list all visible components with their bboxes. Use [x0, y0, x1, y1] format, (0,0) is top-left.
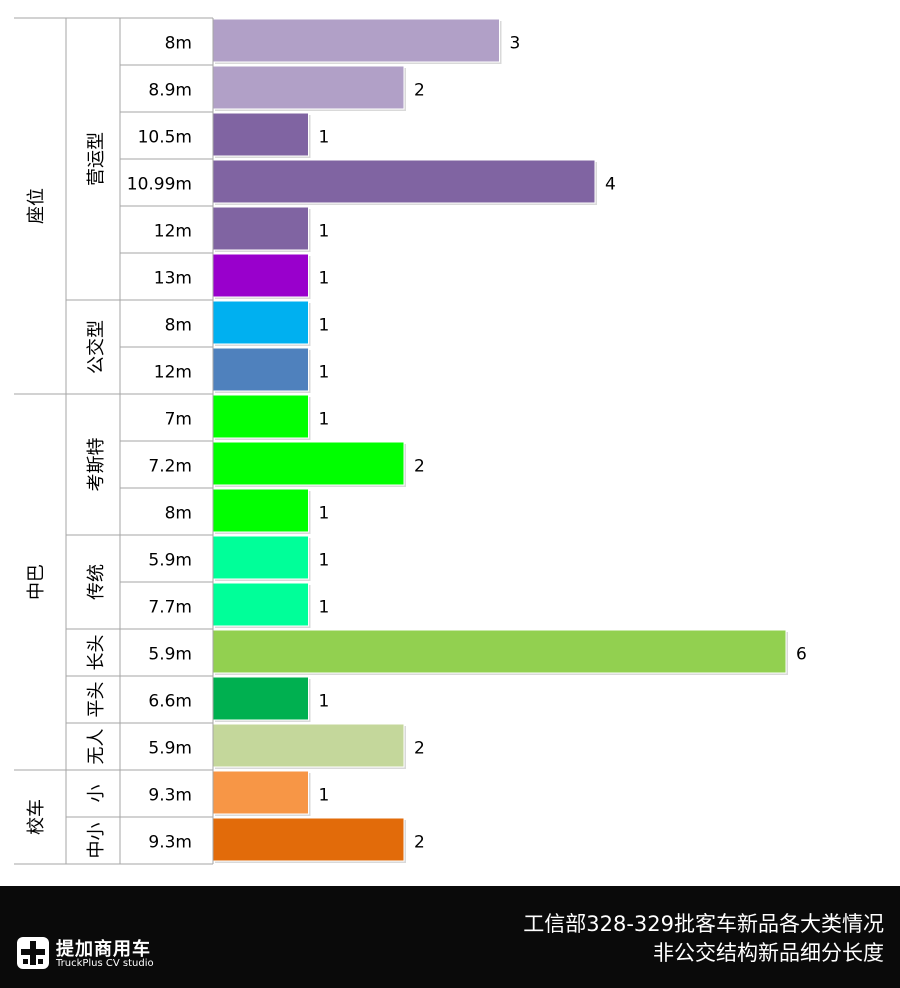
bar-2	[212, 65, 405, 110]
data-label-15: 1	[319, 692, 330, 712]
tick-label-5: 12m	[154, 222, 192, 242]
subgroup-label-8: 小	[86, 785, 107, 803]
data-label-11: 1	[319, 504, 330, 524]
data-label-13: 1	[319, 598, 330, 618]
data-label-9: 1	[319, 410, 330, 430]
tick-label-14: 5.9m	[148, 645, 192, 665]
tick-label-3: 10.5m	[138, 128, 192, 148]
tick-label-6: 13m	[154, 269, 192, 289]
bar-4	[212, 159, 596, 204]
tick-label-1: 8m	[165, 34, 192, 54]
bar-1	[212, 18, 500, 63]
bar-chart: 3 8m 2 8.9m 1 10.5m 4 10.99m 1 12m 1 13m 1 8m 1 12m 1 7m 2…	[14, 17, 807, 865]
group-label-1: 座位	[26, 188, 47, 224]
bar-17	[212, 770, 309, 815]
tick-label-7: 8m	[165, 316, 192, 336]
bar-14	[212, 629, 787, 674]
tick-label-15: 6.6m	[148, 692, 192, 712]
bar-12	[212, 535, 309, 580]
subgroup-label-4: 传统	[86, 564, 107, 600]
brand-logo: 提加商用车 TruckPlus CV studio	[16, 934, 166, 974]
bar-7	[212, 300, 309, 345]
data-label-8: 1	[319, 363, 330, 383]
subgroup-label-5: 长头	[86, 635, 107, 671]
tick-label-2: 8.9m	[148, 81, 192, 101]
tick-label-12: 5.9m	[148, 551, 192, 571]
footer-banner: 提加商用车 TruckPlus CV studio 工信部328-329批客车新…	[0, 886, 900, 988]
data-label-7: 1	[319, 316, 330, 336]
subgroup-label-2: 公交型	[86, 320, 107, 374]
bar-6	[212, 253, 309, 298]
subgroup-label-3: 考斯特	[86, 438, 107, 492]
truckplus-logo-icon	[17, 937, 49, 969]
bar-11	[212, 488, 309, 533]
data-label-12: 1	[319, 551, 330, 571]
tick-label-13: 7.7m	[148, 598, 192, 618]
tick-label-18: 9.3m	[148, 833, 192, 853]
tick-label-8: 12m	[154, 363, 192, 383]
bar-15	[212, 676, 309, 721]
group-label-3: 校车	[26, 799, 47, 835]
data-label-16: 2	[414, 739, 425, 759]
tick-label-4: 10.99m	[127, 175, 192, 195]
data-label-1: 3	[510, 34, 521, 54]
data-label-2: 2	[414, 81, 425, 101]
data-label-10: 2	[414, 457, 425, 477]
subgroup-label-6: 平头	[86, 682, 107, 718]
data-label-14: 6	[796, 645, 807, 665]
logo-subtitle: TruckPlus CV studio	[56, 958, 154, 969]
tick-label-11: 8m	[165, 504, 192, 524]
bar-3	[212, 112, 309, 157]
footer-title-line1: 工信部328-329批客车新品各大类情况	[523, 912, 884, 936]
bar-10	[212, 441, 405, 486]
subgroup-label-7: 无人	[86, 729, 107, 765]
tick-label-9: 7m	[165, 410, 192, 430]
logo-name: 提加商用车	[56, 939, 151, 960]
data-label-18: 2	[414, 833, 425, 853]
bar-13	[212, 582, 309, 627]
data-label-3: 1	[319, 128, 330, 148]
bar-16	[212, 723, 405, 768]
subgroup-label-1: 营运型	[86, 132, 107, 186]
tick-label-10: 7.2m	[148, 457, 192, 477]
data-label-5: 1	[319, 222, 330, 242]
group-label-2: 中巴	[26, 564, 47, 600]
bar-5	[212, 206, 309, 251]
data-label-4: 4	[605, 175, 616, 195]
tick-label-16: 5.9m	[148, 739, 192, 759]
bar-18	[212, 817, 405, 862]
tick-label-17: 9.3m	[148, 786, 192, 806]
subgroup-label-9: 中小	[86, 823, 107, 859]
data-label-6: 1	[319, 269, 330, 289]
bar-8	[212, 347, 309, 392]
footer-title-line2: 非公交结构新品细分长度	[653, 941, 884, 965]
bar-9	[212, 394, 309, 439]
data-label-17: 1	[319, 786, 330, 806]
